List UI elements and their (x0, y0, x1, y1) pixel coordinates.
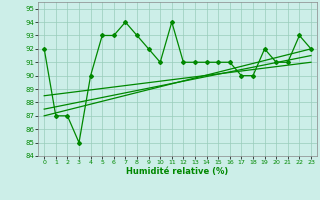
X-axis label: Humidité relative (%): Humidité relative (%) (126, 167, 229, 176)
